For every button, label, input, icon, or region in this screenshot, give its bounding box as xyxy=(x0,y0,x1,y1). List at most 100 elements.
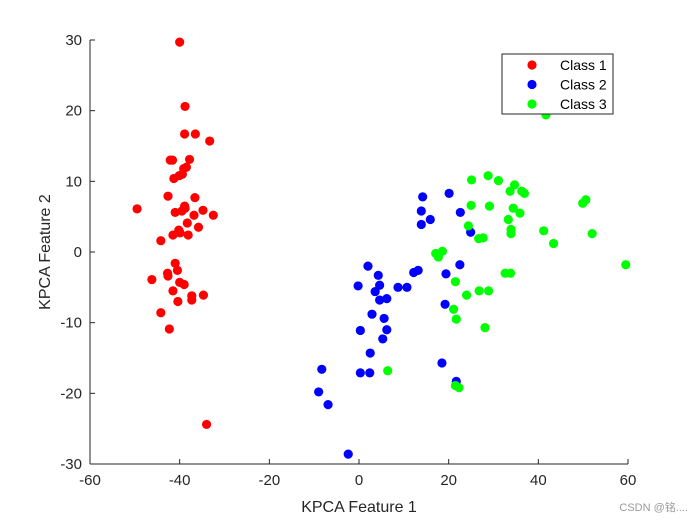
data-point-class-3 xyxy=(466,200,476,210)
data-point-class-1 xyxy=(179,279,189,290)
data-point-class-2 xyxy=(441,269,451,279)
data-point-class-1 xyxy=(168,230,178,240)
data-point-class-3 xyxy=(519,188,530,198)
data-point-class-2 xyxy=(409,267,419,278)
data-point-class-1 xyxy=(174,171,184,181)
legend-label-class-2: Class 2 xyxy=(560,77,607,93)
data-point-class-2 xyxy=(355,368,365,378)
data-point-class-1 xyxy=(163,191,173,201)
data-point-class-3 xyxy=(462,290,472,300)
data-point-class-1 xyxy=(180,101,190,112)
legend-label-class-1: Class 1 xyxy=(560,57,607,73)
data-point-class-2 xyxy=(365,368,375,378)
data-point-class-1 xyxy=(198,290,209,300)
data-point-class-3 xyxy=(451,314,461,324)
data-point-class-3 xyxy=(474,286,484,296)
data-point-class-2 xyxy=(440,299,450,309)
data-point-class-2 xyxy=(425,214,435,225)
data-point-class-3 xyxy=(508,203,518,213)
data-point-class-1 xyxy=(181,162,191,172)
data-point-class-2 xyxy=(373,270,383,280)
x-tick-label: -40 xyxy=(169,472,191,489)
data-point-class-1 xyxy=(182,218,192,228)
data-point-class-1 xyxy=(167,155,178,165)
data-point-class-1 xyxy=(177,206,187,216)
data-point-class-1 xyxy=(156,308,166,318)
data-point-class-1 xyxy=(208,210,218,220)
data-point-class-1 xyxy=(201,419,212,430)
y-tick-label: -10 xyxy=(60,315,82,332)
data-point-class-3 xyxy=(466,175,477,185)
data-point-class-3 xyxy=(454,383,464,393)
data-point-class-2 xyxy=(393,282,403,292)
legend-label-class-3: Class 3 xyxy=(560,96,607,112)
y-tick-label: 20 xyxy=(65,103,82,120)
data-point-class-3 xyxy=(383,366,393,376)
data-point-class-2 xyxy=(418,192,428,202)
y-tick-label: -20 xyxy=(60,385,82,402)
data-point-class-3 xyxy=(515,208,525,218)
axes: -60 -40 -20 0 20 40 60 -30 -20 -10 0 10 20 30 xyxy=(60,32,636,489)
data-point-class-3 xyxy=(484,201,495,211)
data-point-class-3 xyxy=(505,268,516,278)
x-tick-label: -20 xyxy=(258,472,280,489)
y-tick-label: 30 xyxy=(65,32,82,49)
data-point-class-2 xyxy=(444,188,454,198)
data-point-class-1 xyxy=(179,129,190,139)
data-point-class-1 xyxy=(190,192,200,203)
data-point-class-2 xyxy=(375,295,385,305)
y-axis-title: KPCA Feature 2 xyxy=(37,194,54,310)
data-point-class-3 xyxy=(450,277,460,287)
legend-marker-class-3 xyxy=(527,99,537,109)
data-point-class-3 xyxy=(505,186,515,196)
data-point-class-3 xyxy=(539,226,549,236)
data-point-class-3 xyxy=(503,214,513,225)
data-point-class-3 xyxy=(548,238,559,249)
data-point-class-3 xyxy=(506,229,516,239)
data-point-class-3 xyxy=(448,304,459,314)
x-tick-label: 40 xyxy=(530,472,547,489)
data-point-class-1 xyxy=(175,228,185,238)
data-point-class-2 xyxy=(378,334,388,344)
data-point-class-2 xyxy=(455,260,465,270)
data-point-class-2 xyxy=(323,400,333,410)
x-tick-label: 20 xyxy=(440,472,457,489)
data-point-class-2 xyxy=(416,206,426,216)
data-point-class-2 xyxy=(365,348,375,358)
data-point-class-1 xyxy=(193,222,204,232)
data-point-class-1 xyxy=(198,205,208,215)
data-point-class-1 xyxy=(173,296,183,307)
watermark: CSDN @铭.... xyxy=(619,502,688,514)
x-tick-label: 60 xyxy=(620,472,637,489)
data-point-class-3 xyxy=(463,221,473,231)
data-point-class-3 xyxy=(587,229,597,239)
y-tick-label: 0 xyxy=(74,244,82,261)
data-point-class-3 xyxy=(493,176,504,186)
data-point-class-1 xyxy=(132,204,142,214)
data-point-class-2 xyxy=(375,280,385,290)
legend: Class 1 Class 2 Class 3 xyxy=(501,53,614,115)
y-tick-label: -30 xyxy=(60,456,82,473)
data-point-class-2 xyxy=(437,358,447,368)
data-point-class-1 xyxy=(184,154,195,165)
data-point-class-3 xyxy=(578,198,588,208)
data-point-class-1 xyxy=(156,236,166,246)
data-point-class-1 xyxy=(175,37,185,47)
data-point-class-2 xyxy=(314,387,324,397)
data-point-class-3 xyxy=(621,260,631,270)
data-point-class-1 xyxy=(163,271,173,281)
data-point-class-1 xyxy=(170,258,180,268)
data-point-class-1 xyxy=(183,230,193,240)
data-point-class-2 xyxy=(367,309,377,319)
data-point-class-2 xyxy=(353,281,363,291)
data-point-class-1 xyxy=(190,129,200,139)
data-point-class-2 xyxy=(382,294,392,304)
x-tick-label: 0 xyxy=(355,472,363,489)
data-point-class-3 xyxy=(509,180,520,190)
data-point-class-2 xyxy=(382,325,392,335)
data-point-class-3 xyxy=(483,171,493,181)
data-point-class-2 xyxy=(416,219,426,230)
data-point-class-1 xyxy=(205,136,215,146)
data-point-class-3 xyxy=(433,252,443,262)
